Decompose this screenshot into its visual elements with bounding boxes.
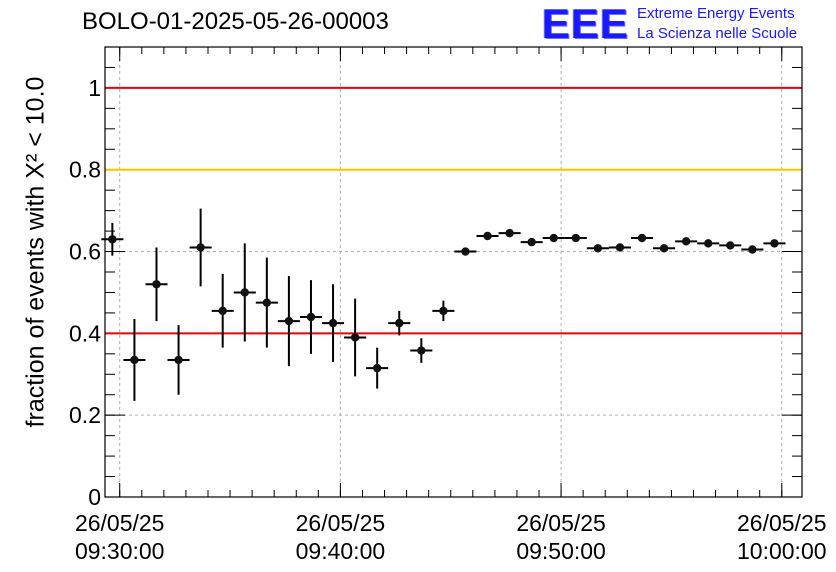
data-point bbox=[284, 316, 294, 326]
data-point bbox=[681, 237, 691, 246]
data-point bbox=[726, 241, 735, 250]
eee-logo: EEE Extreme Energy Events La Scienza nel… bbox=[542, 3, 832, 47]
logo-line-1: Extreme Energy Events bbox=[637, 5, 795, 22]
x-tick-label-time: 09:30:00 bbox=[75, 538, 165, 564]
logo-line-2: La Scienza nelle Scuole bbox=[637, 25, 798, 42]
data-point bbox=[615, 243, 625, 252]
data-point bbox=[659, 244, 669, 253]
y-tick-label: 1 bbox=[88, 75, 101, 101]
data-point bbox=[593, 244, 603, 253]
data-point bbox=[748, 245, 757, 254]
data-point bbox=[483, 231, 492, 241]
data-point bbox=[240, 288, 249, 297]
data-point bbox=[372, 363, 382, 373]
eee-logo-mark: EEE bbox=[542, 0, 630, 47]
x-tick-label-date: 26/05/25 bbox=[296, 510, 386, 536]
data-point bbox=[108, 235, 117, 244]
data-point bbox=[527, 237, 536, 247]
data-point bbox=[152, 280, 161, 289]
data-point bbox=[439, 306, 448, 316]
data-point bbox=[395, 318, 404, 328]
x-tick-label-time: 10:00:00 bbox=[737, 538, 827, 564]
y-tick-label: 0.8 bbox=[69, 157, 101, 183]
x-tick-label-date: 26/05/25 bbox=[516, 510, 606, 536]
x-tick-label-time: 09:40:00 bbox=[296, 538, 386, 564]
x-tick-label-date: 26/05/25 bbox=[737, 510, 827, 536]
data-point bbox=[637, 233, 647, 243]
data-point bbox=[350, 333, 360, 342]
data-point bbox=[461, 247, 470, 256]
y-tick-label: 0 bbox=[88, 484, 101, 510]
data-point bbox=[704, 239, 713, 248]
data-point bbox=[306, 312, 316, 322]
data-point bbox=[218, 306, 227, 316]
y-tick-label: 0.6 bbox=[69, 239, 101, 265]
data-point bbox=[571, 233, 580, 243]
x-tick-label-date: 26/05/25 bbox=[75, 510, 165, 536]
y-tick-label: 0.2 bbox=[69, 402, 101, 428]
plot-frame bbox=[104, 46, 803, 498]
data-point bbox=[196, 243, 205, 252]
y-axis-title: fraction of events with X² < 10.0 bbox=[21, 76, 50, 428]
data-point bbox=[174, 355, 183, 365]
data-point bbox=[328, 318, 338, 328]
data-point bbox=[262, 298, 272, 307]
data-point bbox=[505, 228, 514, 238]
chart-title: BOLO-01-2025-05-26-00003 bbox=[82, 8, 389, 35]
data-point bbox=[417, 346, 426, 355]
x-tick-label-time: 09:50:00 bbox=[516, 538, 606, 564]
data-point bbox=[770, 239, 779, 248]
data-point bbox=[549, 233, 558, 243]
data-point bbox=[130, 355, 139, 365]
y-tick-label: 0.4 bbox=[69, 320, 101, 346]
